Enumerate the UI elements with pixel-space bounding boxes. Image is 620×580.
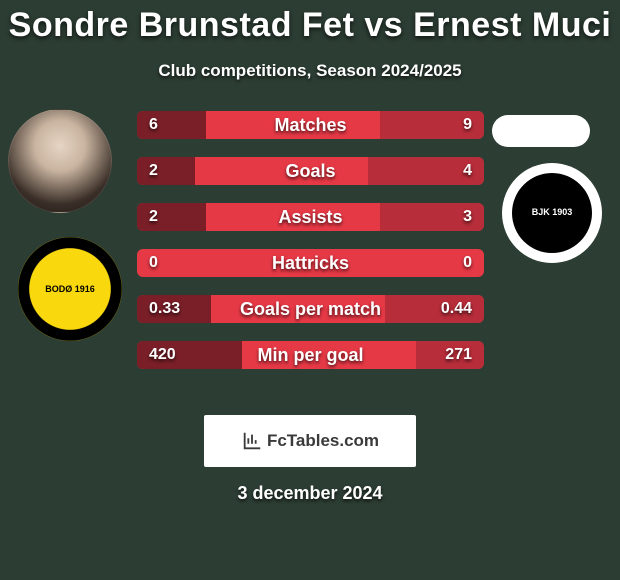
footer-badge[interactable]: FcTables.com [204,415,416,467]
chart-icon [241,430,263,452]
stat-row: 0.330.44Goals per match [137,295,484,323]
stat-row: 420271Min per goal [137,341,484,369]
stat-row: 00Hattricks [137,249,484,277]
club-right-badge: BJK 1903 [502,163,602,263]
player-right-avatar [492,115,590,147]
page-title: Sondre Brunstad Fet vs Ernest Muci [0,6,620,45]
content-area: BODØ 1916 BJK 1903 69Matches 24Goals 23Ass… [0,109,620,409]
subtitle: Club competitions, Season 2024/2025 [0,61,620,81]
comparison-card: Sondre Brunstad Fet vs Ernest Muci Club … [0,0,620,580]
stat-label: Hattricks [137,249,484,277]
stat-label: Goals [137,157,484,185]
club-right-badge-text: BJK 1903 [532,208,573,218]
stat-row: 69Matches [137,111,484,139]
club-left-badge: BODØ 1916 [18,237,122,341]
stat-row: 23Assists [137,203,484,231]
stat-label: Assists [137,203,484,231]
footer-badge-label: FcTables.com [267,431,379,451]
club-right-badge-inner: BJK 1903 [512,173,592,253]
stat-label: Min per goal [137,341,484,369]
stat-label: Goals per match [137,295,484,323]
stat-row: 24Goals [137,157,484,185]
club-left-badge-text: BODØ 1916 [45,284,95,294]
date-label: 3 december 2024 [0,483,620,504]
stat-bars: 69Matches 24Goals 23Assists 00Hattricks 0.33… [137,111,484,387]
stat-label: Matches [137,111,484,139]
player-left-avatar [8,109,112,213]
